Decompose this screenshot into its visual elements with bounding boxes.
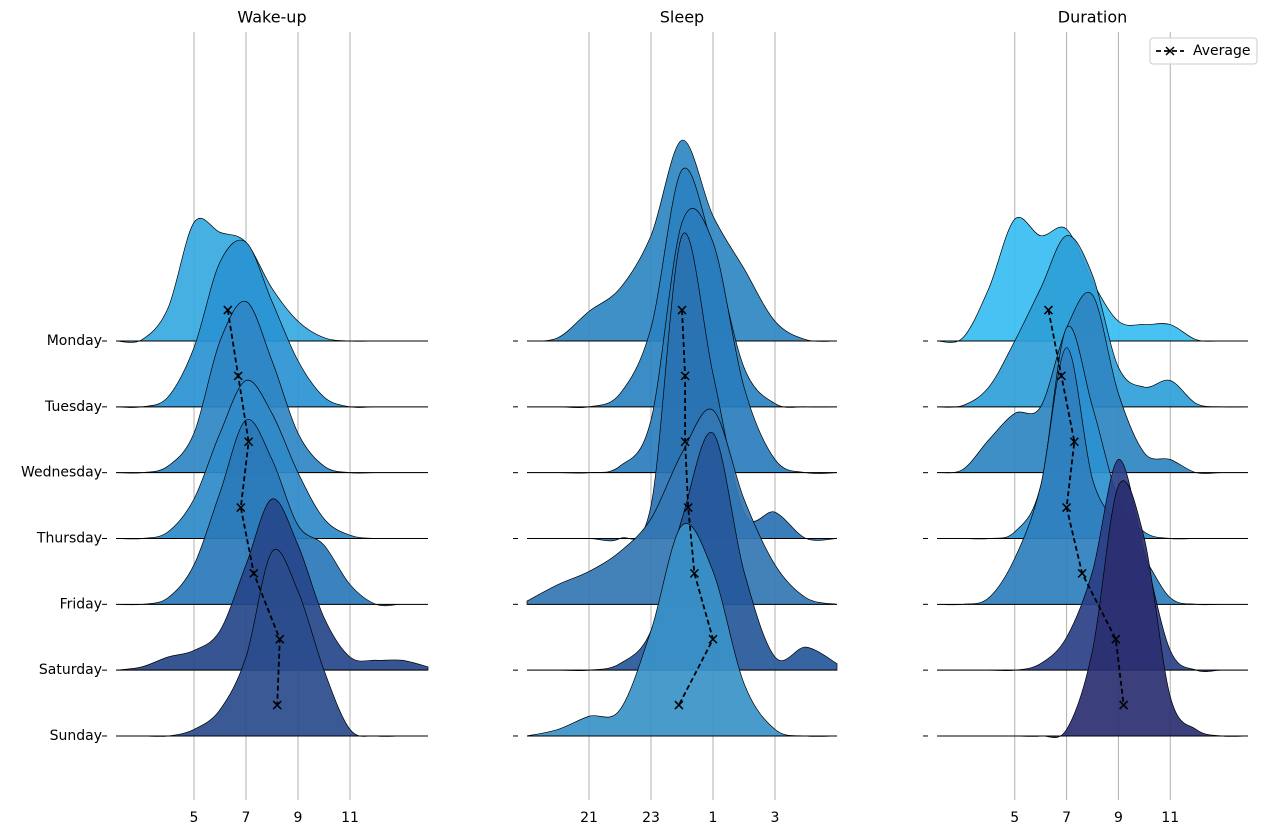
y-tick-label: Wednesday	[21, 465, 102, 481]
average-marker	[1111, 634, 1121, 644]
average-marker	[249, 568, 259, 578]
average-marker	[233, 371, 243, 381]
panel-title: Sleep	[660, 8, 704, 27]
y-tick-label: Thursday	[36, 530, 102, 546]
y-tick-label: Friday	[60, 596, 102, 612]
average-marker	[708, 634, 718, 644]
average-marker	[677, 305, 687, 315]
panel-title: Duration	[1058, 8, 1128, 27]
x-tick-label: 23	[642, 810, 660, 826]
average-marker	[236, 503, 246, 513]
x-tick-label: 11	[1161, 810, 1179, 826]
y-tick-label: Sunday	[50, 728, 102, 744]
y-tick-label: Monday	[47, 333, 102, 349]
legend-marker	[1165, 46, 1175, 56]
ridge	[526, 523, 838, 737]
legend-box	[1149, 37, 1258, 65]
x-tick-label: 21	[580, 810, 598, 826]
y-tick-label: Saturday	[39, 662, 102, 678]
average-marker	[1119, 700, 1129, 710]
x-tick-label: 9	[294, 810, 303, 826]
x-tick-label: 9	[1114, 810, 1123, 826]
x-tick-label: 3	[771, 810, 780, 826]
legend-label: Average	[1193, 43, 1251, 59]
average-marker	[1056, 371, 1066, 381]
average-marker	[680, 371, 690, 381]
average-marker	[1077, 568, 1087, 578]
x-tick-label: 5	[190, 810, 199, 826]
ridge	[115, 549, 428, 737]
average-marker	[223, 305, 233, 315]
average-marker	[680, 437, 690, 447]
average-marker	[244, 437, 254, 447]
x-tick-label: 7	[242, 810, 251, 826]
x-tick-label: 1	[709, 810, 718, 826]
average-marker	[683, 503, 693, 513]
average-marker	[1062, 503, 1072, 513]
average-marker	[1043, 305, 1053, 315]
average-marker	[689, 568, 699, 578]
average-marker	[674, 700, 684, 710]
ridge	[526, 408, 838, 605]
y-tick-label: Tuesday	[44, 399, 102, 415]
x-tick-label: 11	[341, 810, 359, 826]
average-marker	[1069, 437, 1079, 447]
panel-title: Wake-up	[237, 8, 306, 27]
x-tick-label: 5	[1010, 810, 1019, 826]
average-marker	[275, 634, 285, 644]
x-tick-label: 7	[1062, 810, 1071, 826]
average-marker	[272, 700, 282, 710]
